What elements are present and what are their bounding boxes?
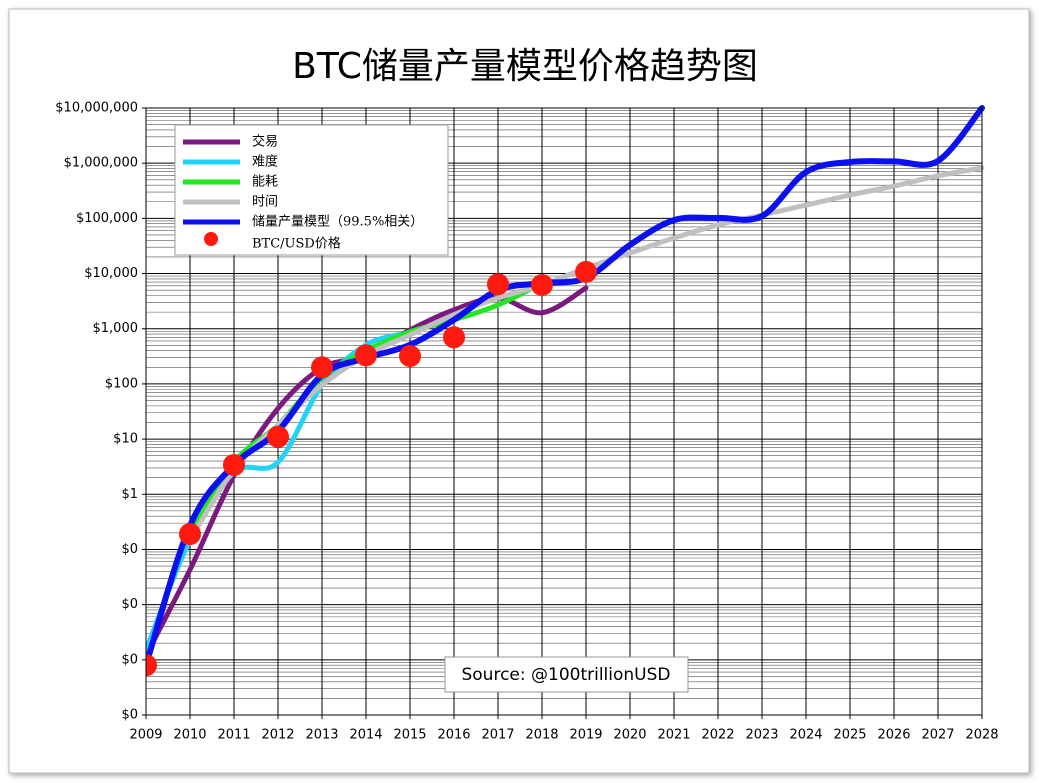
labels: $0 $0 $0 $0 $1 $10 $100 $1,000 $10,000 $100,000 $1… <box>55 101 998 743</box>
x-tick-label: 2013 <box>305 728 338 743</box>
data-point <box>267 425 289 448</box>
x-tick-label: 2016 <box>437 728 470 743</box>
x-tick-label: 2023 <box>745 728 778 743</box>
plot-border <box>145 107 983 716</box>
legend-box <box>174 124 449 256</box>
x-tick-label: 2017 <box>481 728 514 743</box>
y-tick-label: $1,000,000 <box>64 156 138 171</box>
x-tick-label: 2024 <box>789 728 822 743</box>
x-tick-label: 2026 <box>877 728 910 743</box>
legend-label: BTC/USD价格 <box>252 236 341 252</box>
x-tick-label: 2011 <box>217 728 250 743</box>
data-point <box>531 274 553 297</box>
x-tick-label: 2027 <box>921 728 954 743</box>
data-point <box>146 654 157 677</box>
x-tick-label: 2018 <box>525 728 558 743</box>
x-tick-label: 2014 <box>349 728 382 743</box>
x-tick-label: 2025 <box>833 728 866 743</box>
x-tick-label: 2015 <box>393 728 426 743</box>
x-tick-label: 2020 <box>613 728 646 743</box>
data-point <box>399 345 421 368</box>
legend-label: 储量产量模型（99.5%相关） <box>252 215 423 230</box>
data-point <box>443 326 465 349</box>
legend-label: 交易 <box>252 134 278 150</box>
y-tick-label: $10,000,000 <box>55 101 138 116</box>
y-tick-label: $100,000 <box>76 211 138 226</box>
y-tick-label: $1 <box>121 487 138 502</box>
y-tick-label: $0 <box>121 708 138 723</box>
x-tick-label: 2012 <box>261 728 294 743</box>
legend-label: 时间 <box>252 195 278 210</box>
y-tick-label: $0 <box>121 652 138 667</box>
y-tick-label: $1,000 <box>93 321 139 336</box>
x-tick-label: 2009 <box>129 728 162 743</box>
chart-title: BTC储量产量模型价格趋势图 <box>292 46 758 87</box>
data-point <box>223 453 245 476</box>
data-point <box>575 260 597 283</box>
annotation: Source: @100trillionUSD <box>461 665 670 685</box>
plot-marks <box>146 105 985 677</box>
data-point <box>311 356 333 379</box>
x-tick-label: 2022 <box>701 728 734 743</box>
y-tick-label: $10 <box>113 432 138 447</box>
y-tick-label: $100 <box>105 376 138 391</box>
y-tick-label: $10,000 <box>84 266 138 281</box>
y-tick-label: $0 <box>121 597 138 612</box>
data-point <box>179 523 201 546</box>
y-tick-label: $0 <box>121 542 138 557</box>
legend-label: 难度 <box>252 154 278 170</box>
x-tick-label: 2019 <box>569 728 602 743</box>
legend-swatch <box>204 232 218 246</box>
data-point <box>487 273 509 296</box>
annotation-box <box>444 656 689 693</box>
x-tick-label: 2021 <box>657 728 690 743</box>
legend-label: 能耗 <box>252 175 278 190</box>
x-tick-label: 2028 <box>965 728 998 743</box>
x-tick-label: 2010 <box>173 728 206 743</box>
data-point <box>355 344 377 367</box>
